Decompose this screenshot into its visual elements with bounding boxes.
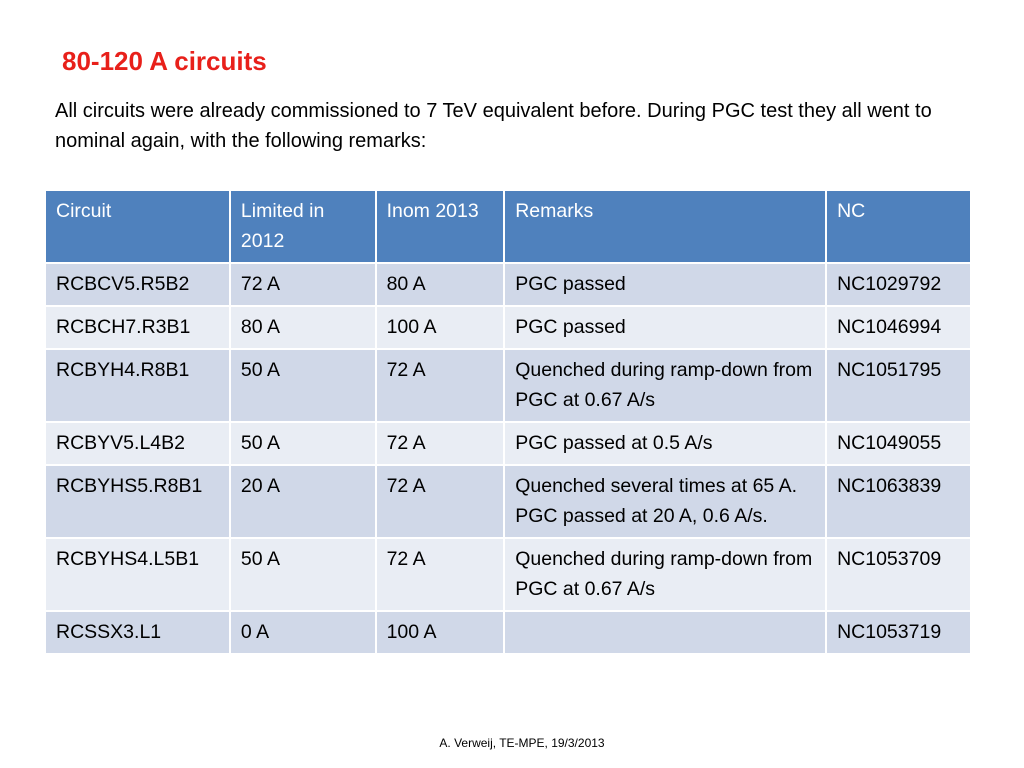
cell-limited: 50 A [228,537,377,612]
header-limited-2012: Limited in 2012 [228,189,377,264]
cell-circuit: RCBYHS5.R8B1 [44,464,231,539]
table-row: RCBYV5.L4B2 50 A 72 A PGC passed at 0.5 … [44,421,972,466]
cell-inom: 72 A [374,464,506,539]
intro-text: All circuits were already commissioned t… [55,100,932,152]
cell-inom: 72 A [374,348,506,423]
table-row: RCBCV5.R5B2 72 A 80 A PGC passed NC10297… [44,262,972,307]
cell-circuit: RCBYHS4.L5B1 [44,537,231,612]
table-row: RCBYH4.R8B1 50 A 72 A Quenched during ra… [44,348,972,423]
cell-circuit: RCBCH7.R3B1 [44,305,231,350]
cell-remarks: Quenched several times at 65 A. PGC pass… [503,464,828,539]
cell-nc: NC1051795 [825,348,972,423]
slide-title: 80-120 A circuits [62,46,267,76]
cell-inom: 100 A [374,610,506,655]
cell-circuit: RCSSX3.L1 [44,610,231,655]
cell-inom: 100 A [374,305,506,350]
cell-limited: 0 A [228,610,377,655]
cell-limited: 80 A [228,305,377,350]
cell-remarks [503,610,828,655]
cell-nc: NC1063839 [825,464,972,539]
cell-nc: NC1053719 [825,610,972,655]
header-remarks: Remarks [503,189,828,264]
cell-limited: 20 A [228,464,377,539]
header-nc: NC [825,189,972,264]
cell-circuit: RCBYH4.R8B1 [44,348,231,423]
cell-limited: 50 A [228,421,377,466]
footer-credit: A. Verweij, TE-MPE, 19/3/2013 [439,736,605,750]
cell-circuit: RCBYV5.L4B2 [44,421,231,466]
cell-inom: 72 A [374,421,506,466]
cell-inom: 80 A [374,262,506,307]
cell-nc: NC1053709 [825,537,972,612]
header-circuit: Circuit [44,189,231,264]
cell-limited: 50 A [228,348,377,423]
table-row: RCBYHS4.L5B1 50 A 72 A Quenched during r… [44,537,972,612]
circuits-table: Circuit Limited in 2012 Inom 2013 Remark… [44,189,972,655]
cell-nc: NC1049055 [825,421,972,466]
header-inom-2013: Inom 2013 [374,189,506,264]
cell-nc: NC1029792 [825,262,972,307]
cell-inom: 72 A [374,537,506,612]
cell-remarks: Quenched during ramp-down from PGC at 0.… [503,537,828,612]
cell-remarks: PGC passed at 0.5 A/s [503,421,828,466]
cell-remarks: PGC passed [503,262,828,307]
cell-circuit: RCBCV5.R5B2 [44,262,231,307]
cell-limited: 72 A [228,262,377,307]
cell-nc: NC1046994 [825,305,972,350]
table-row: RCSSX3.L1 0 A 100 A NC1053719 [44,610,972,655]
table-row: RCBYHS5.R8B1 20 A 72 A Quenched several … [44,464,972,539]
table-row: RCBCH7.R3B1 80 A 100 A PGC passed NC1046… [44,305,972,350]
cell-remarks: PGC passed [503,305,828,350]
cell-remarks: Quenched during ramp-down from PGC at 0.… [503,348,828,423]
table-header-row: Circuit Limited in 2012 Inom 2013 Remark… [44,189,972,264]
